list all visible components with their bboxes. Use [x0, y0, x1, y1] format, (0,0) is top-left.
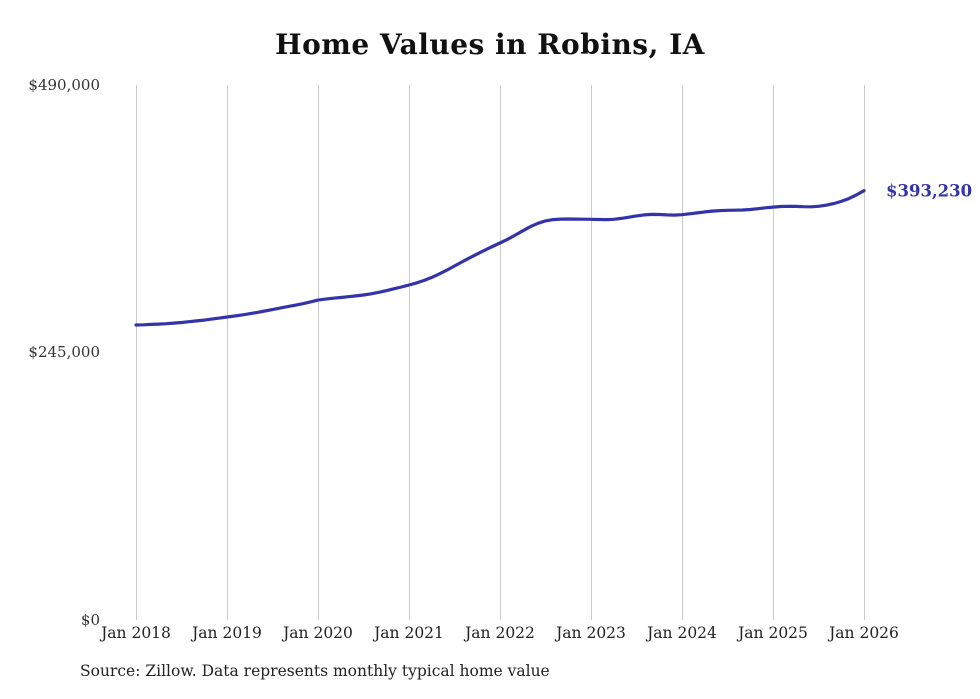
gridline-jan-2026	[864, 85, 865, 620]
x-tick-jan-2022: Jan 2022	[465, 624, 535, 642]
y-tick-245000: $245,000	[28, 343, 100, 361]
latest-value-label: $393,230	[886, 181, 973, 201]
source-note: Source: Zillow. Data represents monthly …	[80, 662, 550, 680]
gridline-jan-2023	[591, 85, 592, 620]
gridline-jan-2018	[136, 85, 137, 620]
x-tick-jan-2023: Jan 2023	[556, 624, 626, 642]
x-tick-jan-2019: Jan 2019	[192, 624, 262, 642]
y-tick-490000: $490,000	[28, 76, 100, 94]
x-tick-jan-2025: Jan 2025	[738, 624, 808, 642]
y-tick-0: $0	[80, 611, 100, 629]
x-tick-jan-2024: Jan 2024	[647, 624, 717, 642]
gridline-jan-2022	[500, 85, 501, 620]
gridline-jan-2020	[318, 85, 319, 620]
gridline-jan-2024	[682, 85, 683, 620]
x-tick-jan-2021: Jan 2021	[374, 624, 444, 642]
x-tick-jan-2018: Jan 2018	[101, 624, 171, 642]
gridline-jan-2019	[227, 85, 228, 620]
chart-title: Home Values in Robins, IA	[275, 28, 705, 61]
x-tick-jan-2020: Jan 2020	[283, 624, 353, 642]
x-tick-jan-2026: Jan 2026	[829, 624, 899, 642]
gridline-jan-2025	[773, 85, 774, 620]
gridline-jan-2021	[409, 85, 410, 620]
